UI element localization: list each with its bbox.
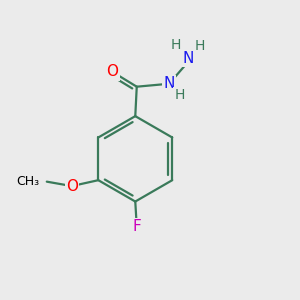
Text: CH₃: CH₃ <box>16 175 39 188</box>
Text: H: H <box>194 39 205 53</box>
Text: N: N <box>164 76 175 91</box>
Text: F: F <box>132 219 141 234</box>
Text: N: N <box>183 51 194 66</box>
Text: O: O <box>66 178 78 194</box>
Text: O: O <box>106 64 119 80</box>
Text: H: H <box>174 88 184 102</box>
Text: H: H <box>171 38 181 52</box>
